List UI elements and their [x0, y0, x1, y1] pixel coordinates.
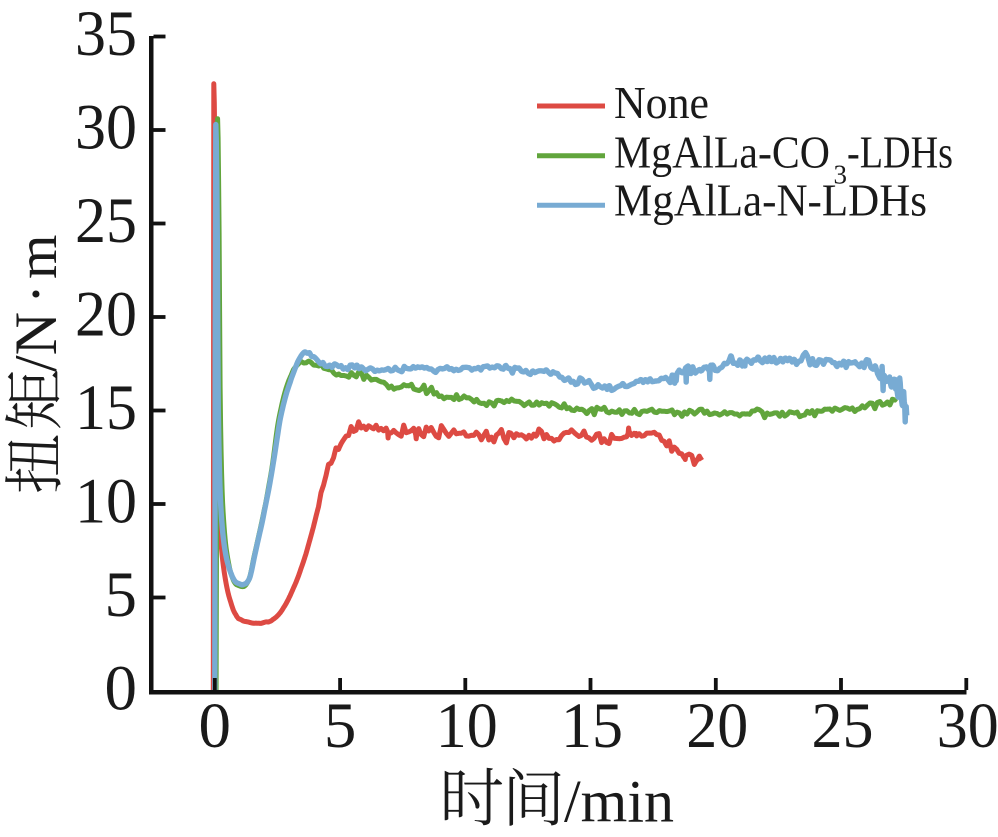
- svg-text:10: 10: [75, 466, 137, 538]
- svg-text:0: 0: [105, 653, 138, 725]
- svg-text:5: 5: [105, 559, 138, 631]
- svg-text:30: 30: [937, 690, 998, 762]
- svg-text:/min: /min: [564, 769, 674, 835]
- svg-text:-LDHs: -LDHs: [847, 127, 953, 178]
- svg-text:10: 10: [436, 690, 498, 762]
- svg-text:3: 3: [834, 160, 848, 190]
- svg-text:MgAlLa-N-LDHs: MgAlLa-N-LDHs: [614, 175, 927, 226]
- svg-text:25: 25: [75, 185, 137, 257]
- svg-text:30: 30: [75, 92, 137, 164]
- svg-text:·: ·: [3, 284, 69, 304]
- svg-text:20: 20: [686, 690, 748, 762]
- svg-text:15: 15: [561, 690, 623, 762]
- svg-text:25: 25: [812, 690, 874, 762]
- svg-text:0: 0: [199, 690, 232, 762]
- svg-text:/N: /N: [3, 312, 69, 372]
- svg-text:MgAlLa-CO: MgAlLa-CO: [614, 127, 830, 178]
- svg-text:None: None: [614, 77, 709, 128]
- svg-text:20: 20: [75, 279, 137, 351]
- svg-text:m: m: [6, 235, 69, 279]
- svg-text:15: 15: [75, 372, 137, 444]
- svg-text:35: 35: [75, 0, 137, 70]
- svg-text:5: 5: [324, 690, 357, 762]
